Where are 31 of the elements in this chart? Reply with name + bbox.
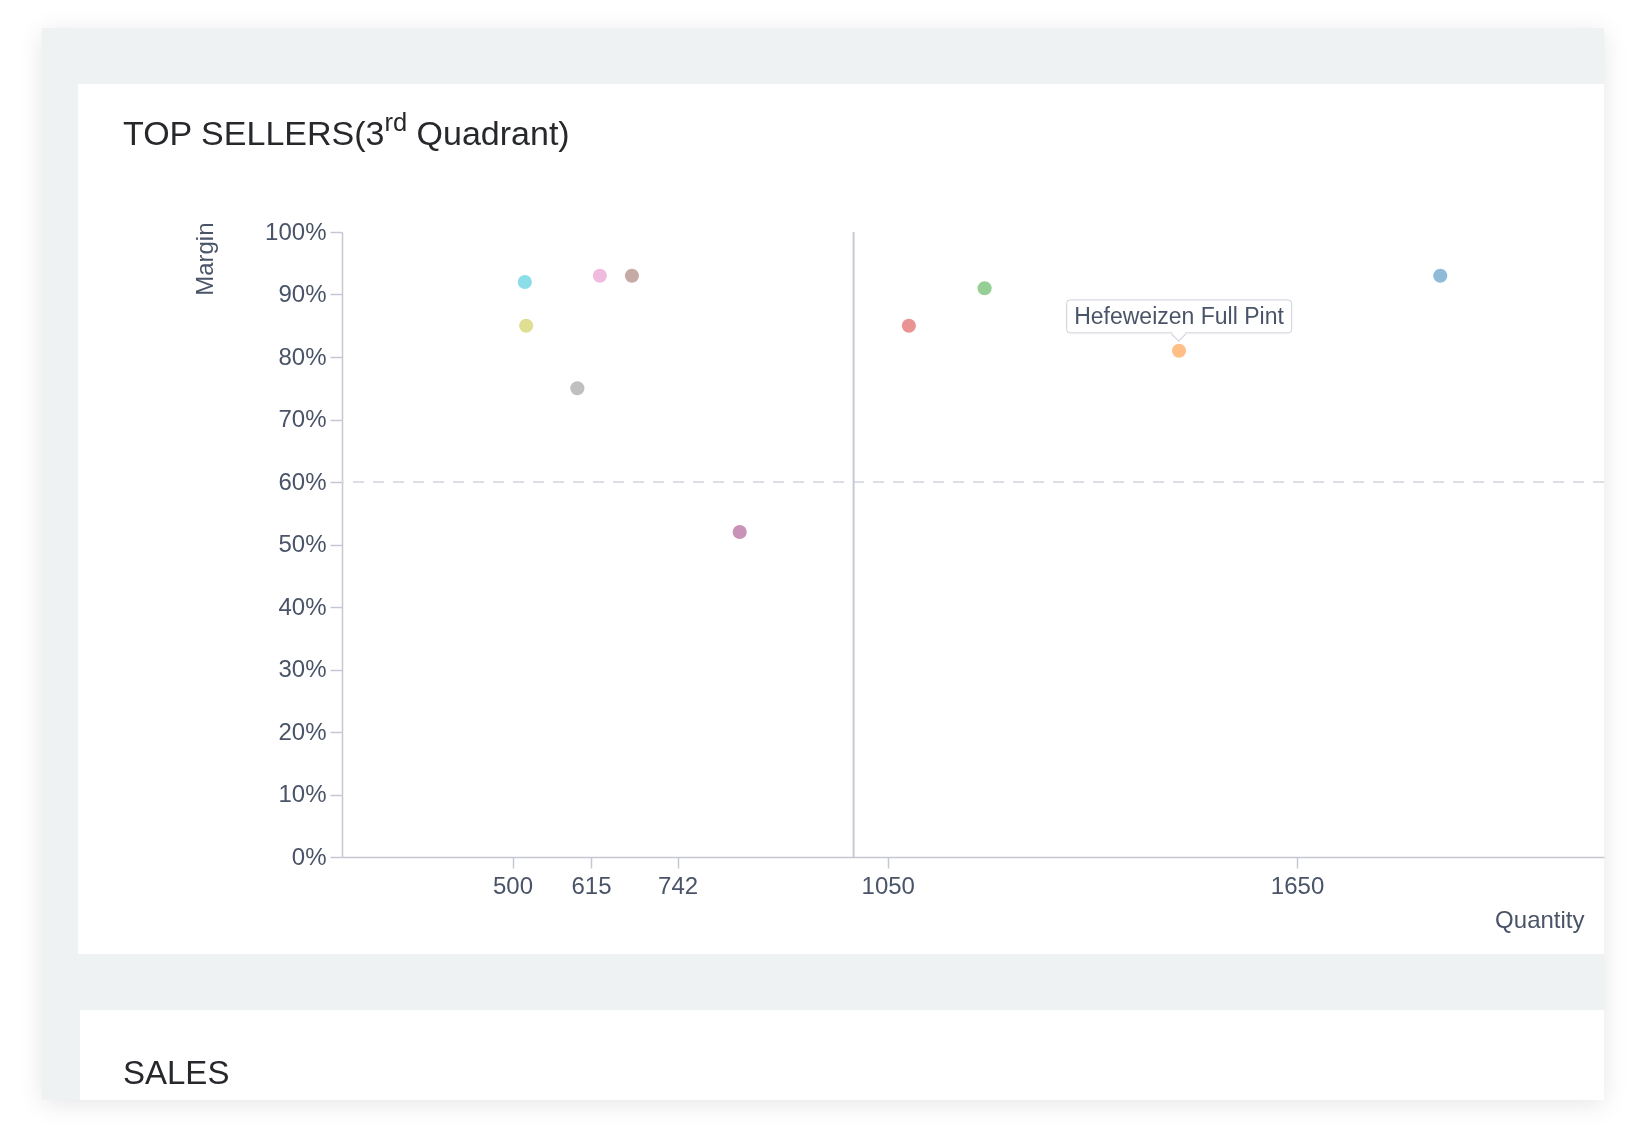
y-axis-title: Margin bbox=[190, 222, 218, 296]
chart-title: TOP SELLERS(3$^{rd}$ Quadrant) bbox=[123, 107, 570, 152]
x-axis-title: Quantity bbox=[1495, 905, 1585, 933]
x-tick-label: 742 bbox=[658, 871, 699, 899]
y-tick-label: 40% bbox=[278, 592, 327, 620]
y-tick-label: 20% bbox=[278, 717, 327, 745]
point bbox=[624, 268, 639, 283]
x-tick-label: 1650 bbox=[1270, 871, 1325, 899]
point bbox=[519, 318, 534, 333]
y-tick-label: 90% bbox=[278, 280, 327, 307]
y-tick-label: 100% bbox=[265, 217, 327, 245]
x-tick-label: 500 bbox=[493, 871, 534, 899]
x-tick-label: 615 bbox=[571, 871, 612, 899]
y-tick-label: 10% bbox=[278, 780, 327, 807]
y-tick-label: 50% bbox=[278, 530, 327, 557]
annotation: Hefeweizen Full Pint bbox=[1066, 299, 1292, 334]
point bbox=[732, 524, 747, 540]
point bbox=[901, 318, 916, 333]
point bbox=[1171, 343, 1187, 358]
x-tick-label: 1050 bbox=[861, 871, 915, 899]
text: SALES bbox=[123, 1054, 230, 1091]
point bbox=[1433, 268, 1448, 283]
y-tick-label: 80% bbox=[278, 342, 327, 370]
point bbox=[977, 281, 992, 296]
y-tick-label: 0% bbox=[291, 842, 327, 870]
point bbox=[517, 274, 532, 290]
point bbox=[570, 381, 585, 396]
point bbox=[592, 268, 607, 283]
y-tick-label: 70% bbox=[278, 405, 327, 432]
y-tick-label: 30% bbox=[278, 655, 327, 682]
y-tick-label: 60% bbox=[278, 467, 327, 495]
